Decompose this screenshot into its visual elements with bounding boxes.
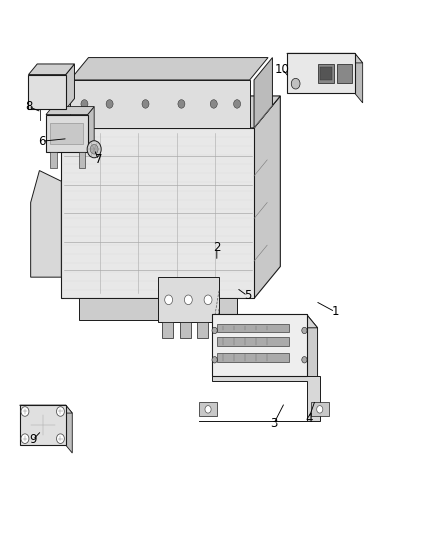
Polygon shape xyxy=(20,405,72,413)
Polygon shape xyxy=(28,75,66,109)
Polygon shape xyxy=(20,405,66,445)
Text: 10: 10 xyxy=(275,63,290,76)
Polygon shape xyxy=(162,322,173,338)
Circle shape xyxy=(233,100,240,108)
Polygon shape xyxy=(180,322,191,338)
Circle shape xyxy=(184,295,192,305)
Circle shape xyxy=(106,100,113,108)
Polygon shape xyxy=(311,402,328,416)
Polygon shape xyxy=(212,314,318,328)
Circle shape xyxy=(205,406,211,413)
Polygon shape xyxy=(254,96,280,298)
Polygon shape xyxy=(46,107,94,115)
Text: 1: 1 xyxy=(331,305,339,318)
Polygon shape xyxy=(61,96,280,128)
Circle shape xyxy=(87,141,101,158)
Circle shape xyxy=(291,78,300,89)
Text: 9: 9 xyxy=(29,433,37,446)
Polygon shape xyxy=(199,402,217,416)
Circle shape xyxy=(212,327,217,334)
Circle shape xyxy=(21,407,29,416)
Polygon shape xyxy=(50,123,83,144)
Text: 6: 6 xyxy=(38,135,46,148)
Polygon shape xyxy=(88,107,94,152)
Circle shape xyxy=(302,327,307,334)
Polygon shape xyxy=(199,376,320,421)
Polygon shape xyxy=(287,53,355,93)
Polygon shape xyxy=(337,64,352,83)
Circle shape xyxy=(212,357,217,363)
Circle shape xyxy=(302,357,307,363)
Circle shape xyxy=(317,406,323,413)
Circle shape xyxy=(178,100,185,108)
Polygon shape xyxy=(50,152,57,168)
Polygon shape xyxy=(28,64,74,75)
Polygon shape xyxy=(79,152,85,168)
Polygon shape xyxy=(287,53,363,63)
Polygon shape xyxy=(46,115,88,152)
Polygon shape xyxy=(66,64,74,109)
Polygon shape xyxy=(320,67,332,80)
Polygon shape xyxy=(61,128,254,298)
Polygon shape xyxy=(197,322,208,338)
Polygon shape xyxy=(307,314,318,389)
Text: 4: 4 xyxy=(305,412,313,425)
Circle shape xyxy=(142,100,149,108)
Text: 2: 2 xyxy=(213,241,221,254)
Polygon shape xyxy=(31,171,61,277)
Text: 7: 7 xyxy=(95,154,102,166)
Circle shape xyxy=(21,434,29,443)
Polygon shape xyxy=(254,58,272,128)
Circle shape xyxy=(204,295,212,305)
Polygon shape xyxy=(217,337,289,346)
Text: 8: 8 xyxy=(25,100,32,113)
Circle shape xyxy=(57,434,64,443)
Circle shape xyxy=(81,100,88,108)
Polygon shape xyxy=(70,58,268,80)
Text: 3: 3 xyxy=(270,417,277,430)
Text: 5: 5 xyxy=(244,289,251,302)
Circle shape xyxy=(210,100,217,108)
Polygon shape xyxy=(66,405,72,453)
Polygon shape xyxy=(158,277,219,322)
Polygon shape xyxy=(217,324,289,332)
Circle shape xyxy=(57,407,64,416)
Polygon shape xyxy=(70,80,250,128)
Polygon shape xyxy=(217,353,289,362)
Polygon shape xyxy=(79,298,237,320)
Polygon shape xyxy=(318,64,334,83)
Polygon shape xyxy=(355,53,363,103)
Polygon shape xyxy=(212,314,307,376)
Circle shape xyxy=(90,144,98,154)
Circle shape xyxy=(165,295,173,305)
